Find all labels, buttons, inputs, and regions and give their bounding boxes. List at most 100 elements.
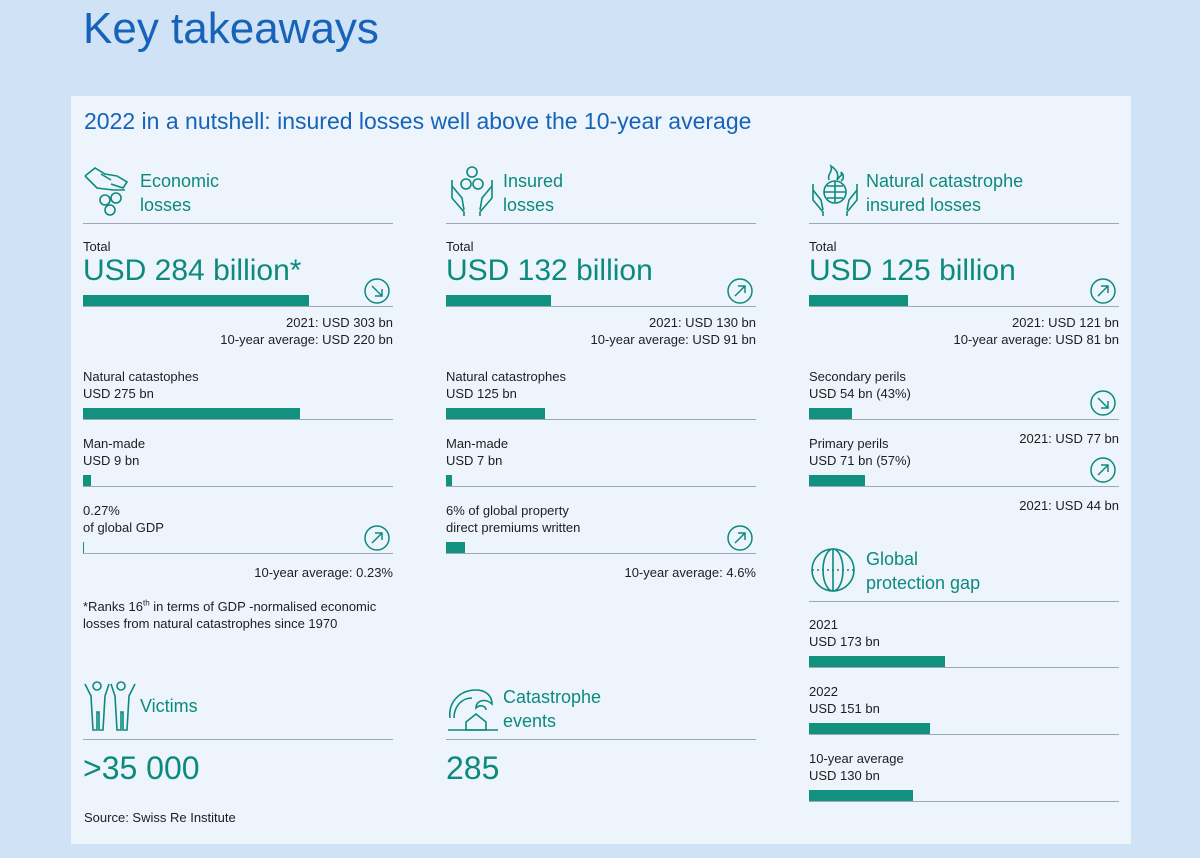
protection-gap-item-label: 2021 (809, 617, 838, 632)
economic-natcat-bar (83, 408, 300, 419)
divider (83, 553, 393, 554)
insured-premium-label: 6% of global property direct premiums wr… (446, 503, 581, 535)
arrow-up-right-icon (727, 525, 753, 551)
divider (83, 486, 393, 487)
primary-perils-2021: 2021: USD 44 bn (1019, 498, 1119, 513)
divider (446, 486, 756, 487)
divider (809, 667, 1119, 668)
protection-gap-item-value: USD 173 bn (809, 634, 880, 649)
arrow-down-right-icon (364, 278, 390, 304)
protection-gap-column: Global protection gap 2021 USD 173 bn 2022… (809, 534, 1119, 804)
events-heading: Catastrophe events (446, 672, 756, 740)
people-icon (84, 681, 136, 731)
secondary-perils-2021: 2021: USD 77 bn (1019, 431, 1119, 446)
source-note: Source: Swiss Re Institute (84, 810, 236, 825)
divider (446, 419, 756, 420)
protection-gap-item-bar (809, 723, 930, 734)
takeaways-panel: 2022 in a nutshell: insured losses well … (71, 96, 1131, 844)
natcat-insured-heading: Natural catastrophe insured losses (809, 156, 1119, 224)
secondary-perils-bar (809, 408, 852, 419)
protection-gap-item-label: 10-year average (809, 751, 904, 766)
arrow-up-right-icon (727, 278, 753, 304)
insured-total-bar (446, 295, 551, 306)
protection-gap-title: Global protection gap (866, 549, 981, 593)
arrow-up-right-icon (1090, 457, 1116, 483)
natcat-insured-column: Natural catastrophe insured losses Total… (809, 156, 1119, 516)
victims-column: Victims >35 000 (83, 672, 393, 792)
primary-perils-value: USD 71 bn (57%) (809, 453, 911, 468)
economic-gdp-label: of global GDP (83, 520, 164, 535)
protection-gap-item-bar (809, 790, 913, 801)
divider (446, 306, 756, 307)
insured-2021-note: 2021: USD 130 bn (649, 315, 756, 330)
page-title: Key takeaways (83, 4, 379, 53)
insured-manmade-bar (446, 475, 452, 486)
natcat-total-bar (809, 295, 908, 306)
economic-2021-note: 2021: USD 303 bn (286, 315, 393, 330)
insured-manmade-label: Man-made (446, 436, 509, 451)
primary-perils-bar (809, 475, 865, 486)
events-column: Catastrophe events 285 (446, 672, 756, 792)
insured-avg-note: 10-year average: USD 91 bn (590, 332, 756, 347)
protection-gap-item-value: USD 130 bn (809, 768, 880, 783)
divider (809, 801, 1119, 802)
arrow-up-right-icon (1090, 278, 1116, 304)
protection-gap-item-bar (809, 656, 945, 667)
arrow-up-right-icon (364, 525, 390, 551)
hand-coins-icon (84, 167, 129, 216)
wave-house-icon (448, 689, 498, 731)
victims-heading: Victims (83, 672, 393, 740)
insured-losses-column: Insured losses Total USD 132 billion 202… (446, 156, 756, 580)
natcat-total-label: Total (809, 239, 837, 254)
events-title: Catastrophe events (503, 687, 602, 731)
economic-manmade-bar (83, 475, 91, 486)
insured-premium-bar (446, 542, 465, 553)
insured-total-label: Total (446, 239, 474, 254)
events-value: 285 (446, 750, 500, 786)
panel-subtitle: 2022 in a nutshell: insured losses well … (84, 108, 752, 134)
natcat-insured-title: Natural catastrophe insured losses (866, 171, 1024, 215)
insured-natcat-bar (446, 408, 545, 419)
secondary-perils-label: Secondary perils (809, 369, 906, 384)
victims-title: Victims (140, 696, 198, 716)
economic-natcat-label: Natural catastophes (83, 369, 199, 384)
insured-total-value: USD 132 billion (446, 254, 653, 287)
hands-coins-icon (451, 166, 493, 216)
divider (83, 419, 393, 420)
economic-gdp-pct: 0.27% (83, 503, 120, 518)
divider (809, 419, 1119, 420)
insured-manmade-value: USD 7 bn (446, 453, 503, 468)
divider (446, 553, 756, 554)
divider (809, 306, 1119, 307)
insured-natcat-value: USD 125 bn (446, 386, 517, 401)
economic-losses-column: Economic losses Total USD 284 billion* 2… (83, 156, 393, 636)
insured-losses-heading: Insured losses (446, 156, 756, 224)
arrow-down-right-icon (1090, 390, 1116, 416)
economic-total-value: USD 284 billion* (83, 254, 302, 287)
economic-natcat-value: USD 275 bn (83, 386, 154, 401)
economic-footnote: *Ranks 16th in terms of GDP -normalised … (83, 598, 377, 631)
economic-avg-note: 10-year average: USD 220 bn (220, 332, 393, 347)
divider (809, 734, 1119, 735)
economic-losses-title: Economic losses (140, 171, 220, 215)
natcat-2021-note: 2021: USD 121 bn (1012, 315, 1119, 330)
primary-perils-label: Primary perils (809, 436, 889, 451)
divider (83, 306, 393, 307)
economic-manmade-label: Man-made (83, 436, 146, 451)
economic-gdp-bar (83, 542, 84, 553)
natcat-avg-note: 10-year average: USD 81 bn (953, 332, 1119, 347)
economic-manmade-value: USD 9 bn (83, 453, 140, 468)
secondary-perils-value: USD 54 bn (43%) (809, 386, 911, 401)
economic-gdp-avg: 10-year average: 0.23% (254, 565, 393, 580)
insured-premium-avg: 10-year average: 4.6% (624, 565, 756, 580)
protection-gap-item-value: USD 151 bn (809, 701, 880, 716)
protection-gap-item-label: 2022 (809, 684, 838, 699)
natcat-total-value: USD 125 billion (809, 254, 1016, 287)
divider (809, 486, 1119, 487)
victims-value: >35 000 (83, 750, 200, 786)
economic-total-label: Total (83, 239, 111, 254)
globe-icon (811, 548, 855, 592)
insured-natcat-label: Natural catastrophes (446, 369, 566, 384)
economic-total-bar (83, 295, 309, 306)
insured-losses-title: Insured losses (503, 171, 564, 215)
